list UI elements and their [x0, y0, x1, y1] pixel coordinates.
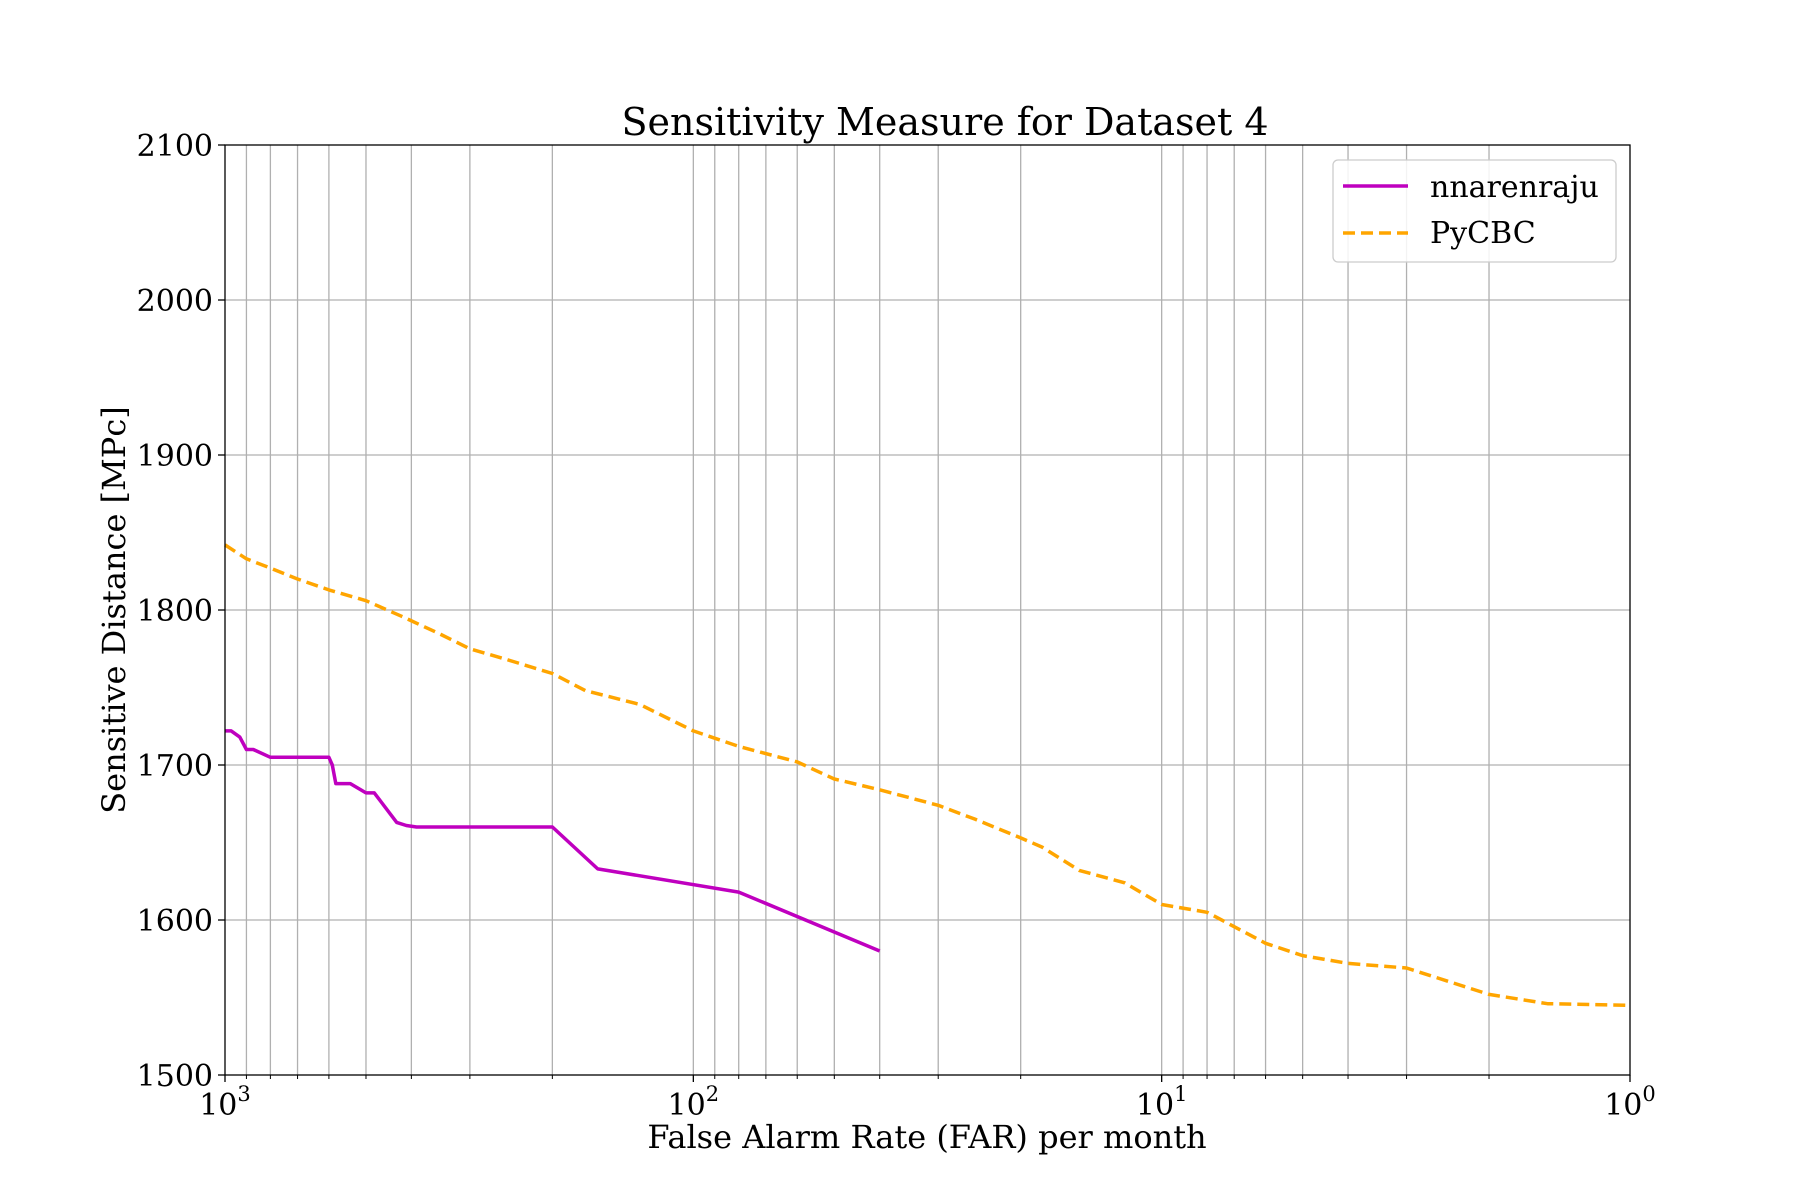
y-tick-label: 1700 — [137, 749, 213, 784]
series-line-nnarenraju — [225, 729, 881, 953]
grid — [225, 145, 1630, 1075]
y-tick-label: 2100 — [137, 129, 213, 164]
x-tick-label: 101 — [1136, 1082, 1188, 1123]
y-tick-label: 1800 — [137, 594, 213, 629]
series-line-pycbc — [224, 543, 1631, 1008]
x-tick-base: 10 — [1136, 1088, 1174, 1123]
x-tick-label: 102 — [668, 1082, 720, 1123]
y-tick-label: 1600 — [137, 904, 213, 939]
x-tick-label: 100 — [1604, 1082, 1656, 1123]
chart-title: Sensitivity Measure for Dataset 4 — [621, 100, 1268, 144]
y-tick-label: 1500 — [137, 1059, 213, 1094]
x-axis-label: False Alarm Rate (FAR) per month — [647, 1118, 1206, 1156]
x-tick-label: 103 — [199, 1082, 251, 1123]
x-tick-base: 10 — [199, 1088, 237, 1123]
x-tick-base: 10 — [668, 1088, 706, 1123]
y-axis-label: Sensitive Distance [MPc] — [95, 406, 133, 813]
legend: nnarenraju PyCBC — [1332, 159, 1617, 263]
x-tick-exponent: 2 — [706, 1082, 719, 1106]
legend-label-nnarenraju: nnarenraju — [1430, 170, 1599, 205]
y-tick-label: 1900 — [137, 439, 213, 474]
x-tick-exponent: 1 — [1174, 1082, 1187, 1106]
legend-label-pycbc: PyCBC — [1430, 216, 1536, 251]
x-tick-base: 10 — [1604, 1088, 1642, 1123]
x-tick-exponent: 3 — [237, 1082, 250, 1106]
x-tick-exponent: 0 — [1642, 1082, 1655, 1106]
y-tick-label: 2000 — [137, 284, 213, 319]
series-group — [224, 543, 1631, 1008]
